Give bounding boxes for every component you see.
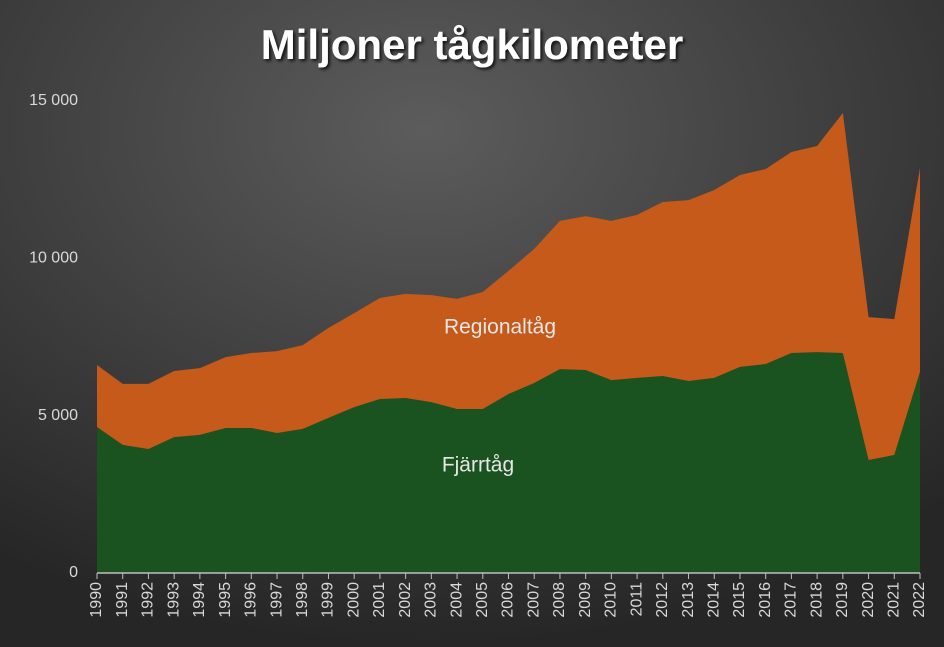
x-tick-label: 2020 <box>860 582 877 618</box>
y-tick-label: 10 000 <box>29 250 78 267</box>
x-tick-label: 2001 <box>371 582 388 618</box>
series-label: Regionaltåg <box>444 316 556 339</box>
x-tick-label: 1996 <box>243 582 260 618</box>
x-tick-label: 1998 <box>294 582 311 618</box>
series-label: Fjärrtåg <box>442 454 514 477</box>
y-tick-label: 0 <box>69 564 78 581</box>
x-tick-label: 2013 <box>680 582 697 618</box>
x-tick-label: 2018 <box>808 582 825 618</box>
x-tick-label: 1995 <box>217 582 234 618</box>
x-tick-label: 2008 <box>551 582 568 618</box>
x-tick-label: 1991 <box>114 582 131 618</box>
x-tick-label: 2017 <box>783 582 800 618</box>
x-tick-label: 2012 <box>654 582 671 618</box>
area <box>97 352 920 573</box>
x-tick-label: 2007 <box>525 582 542 618</box>
x-tick-label: 2019 <box>834 582 851 618</box>
x-tick-label: 1993 <box>165 582 182 618</box>
x-tick-label: 2005 <box>474 582 491 618</box>
chart-title: Miljoner tågkilometer <box>261 21 683 68</box>
x-tick-label: 2015 <box>731 582 748 618</box>
x-tick-label: 2016 <box>757 582 774 618</box>
x-tick-label: 2004 <box>448 582 465 618</box>
x-tick-label: 2003 <box>423 582 440 618</box>
x-tick-label: 1992 <box>140 582 157 618</box>
x-tick-label: 2000 <box>345 582 362 618</box>
x-tick-label: 1997 <box>268 582 285 618</box>
y-tick-label: 15 000 <box>29 92 78 109</box>
x-tick-label: 2002 <box>397 582 414 618</box>
x-tick-label: 2011 <box>628 582 645 617</box>
area <box>97 112 920 461</box>
x-tick-label: 2010 <box>603 582 620 618</box>
x-tick-label: 1994 <box>191 582 208 618</box>
x-tick-label: 1990 <box>88 582 105 618</box>
x-tick-label: 2014 <box>705 582 722 618</box>
x-tick-label: 2009 <box>577 582 594 618</box>
y-tick-label: 5 000 <box>38 407 78 424</box>
x-tick-label: 2006 <box>500 582 517 618</box>
x-tick-label: 2021 <box>886 582 903 618</box>
x-tick-label: 1999 <box>320 582 337 618</box>
x-tick-label: 2022 <box>911 582 928 618</box>
